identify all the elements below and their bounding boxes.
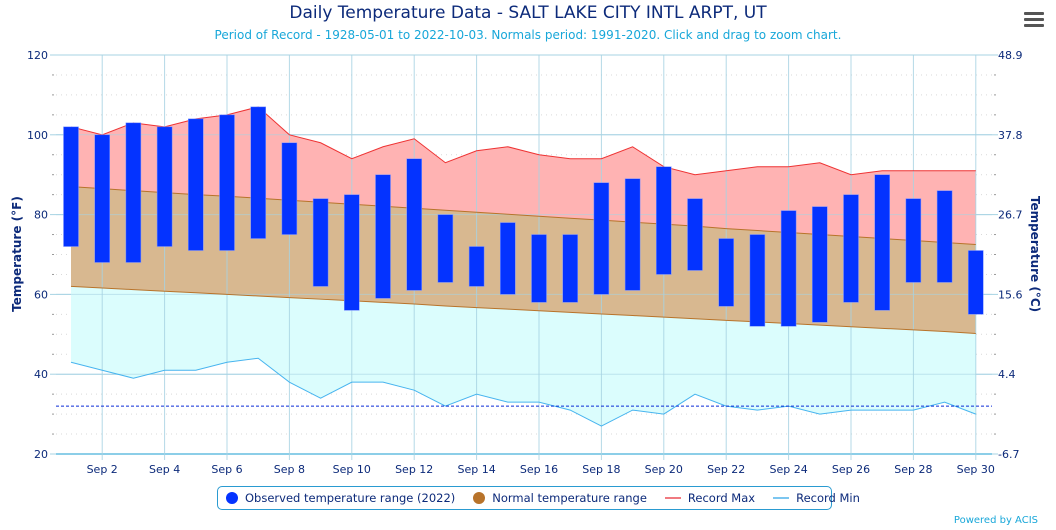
observed-bar-sep-8 xyxy=(281,142,298,235)
powered-by-credit[interactable]: Powered by ACIS xyxy=(953,515,1038,526)
observed-bar-sep-7 xyxy=(250,106,266,239)
chart-title: Daily Temperature Data - SALT LAKE CITY … xyxy=(289,3,767,23)
y-tick-label-left: 80 xyxy=(34,209,48,222)
y-tick-label-right: 15.6 xyxy=(998,288,1023,301)
observed-bar-sep-24 xyxy=(780,210,797,327)
observed-bar-sep-27 xyxy=(874,174,890,311)
x-tick-label: Sep 4 xyxy=(149,463,180,476)
legend-label: Record Max xyxy=(687,491,756,505)
y-tick-label-right: 26.7 xyxy=(998,209,1023,222)
observed-bar-sep-18 xyxy=(593,182,610,295)
y-tick-label-left: 60 xyxy=(34,288,48,301)
observed-bar-sep-22 xyxy=(718,238,734,307)
observed-bar-sep-20 xyxy=(656,166,672,275)
observed-bar-sep-13 xyxy=(437,214,454,283)
legend-label: Record Min xyxy=(796,491,860,505)
y-tick-label-left: 120 xyxy=(27,49,48,62)
observed-bar-sep-29 xyxy=(936,190,953,283)
x-tick-label: Sep 2 xyxy=(87,463,118,476)
hamburger-menu-icon[interactable] xyxy=(1024,12,1044,28)
observed-bar-sep-26 xyxy=(843,194,859,303)
y-axis-label-left: Temperature (°F) xyxy=(10,196,24,312)
x-tick-label: Sep 8 xyxy=(274,463,305,476)
observed-bar-sep-12 xyxy=(406,158,422,291)
observed-bar-sep-10 xyxy=(344,194,360,311)
observed-bar-sep-5 xyxy=(188,118,204,251)
legend-item-observed[interactable]: Observed temperature range (2022) xyxy=(226,491,455,505)
observed-dot-icon xyxy=(226,492,238,504)
x-tick-label: Sep 26 xyxy=(832,463,870,476)
x-tick-label: Sep 16 xyxy=(520,463,558,476)
record-min-line-icon xyxy=(773,497,790,499)
legend-item-record-max[interactable]: Record Max xyxy=(664,491,756,505)
observed-bar-sep-3 xyxy=(125,122,142,263)
x-tick-label: Sep 18 xyxy=(582,463,620,476)
observed-bar-sep-25 xyxy=(812,206,828,323)
observed-bar-sep-9 xyxy=(312,198,329,287)
observed-bar-sep-19 xyxy=(624,178,641,291)
y-axis-label-right: Temperature (°C) xyxy=(1028,196,1042,312)
x-tick-label: Sep 20 xyxy=(645,463,683,476)
axes: 20 40 60 80 100 120 -6.7 4.4 15.6 26.7 37.8 48.9 Sep… xyxy=(27,49,1023,476)
observed-bar-sep-11 xyxy=(375,174,391,299)
observed-bar-sep-4 xyxy=(156,126,173,247)
x-tick-label: Sep 10 xyxy=(333,463,371,476)
normal-range-area xyxy=(71,186,976,334)
legend-label: Observed temperature range (2022) xyxy=(245,491,456,505)
chart-subtitle: Period of Record - 1928-05-01 to 2022-10… xyxy=(214,28,842,42)
areas xyxy=(56,54,992,460)
temperature-chart[interactable]: 20 40 60 80 100 120 -6.7 4.4 15.6 26.7 37.8 48.9 Sep… xyxy=(0,0,1056,480)
x-tick-label: Sep 22 xyxy=(707,463,745,476)
x-tick-label: Sep 14 xyxy=(457,463,495,476)
observed-bar-sep-2 xyxy=(94,134,110,263)
observed-bar-sep-15 xyxy=(500,222,516,295)
normal-dot-icon xyxy=(473,492,486,504)
observed-bar-sep-30 xyxy=(968,250,984,315)
record-min-area xyxy=(71,286,976,427)
y-tick-label-left: 100 xyxy=(27,129,48,142)
x-tick-label: Sep 6 xyxy=(211,463,242,476)
y-tick-label-right: 37.8 xyxy=(998,129,1023,142)
legend-item-normal[interactable]: Normal temperature range xyxy=(473,491,647,505)
observed-bar-sep-23 xyxy=(749,234,766,327)
observed-bar-sep-6 xyxy=(219,114,235,251)
observed-bar-sep-17 xyxy=(562,234,578,303)
x-tick-label: Sep 30 xyxy=(957,463,995,476)
observed-bar-sep-1 xyxy=(63,126,79,247)
observed-bars xyxy=(63,106,984,327)
record-max-area xyxy=(71,106,976,245)
observed-bar-sep-28 xyxy=(905,198,922,283)
legend: Observed temperature range (2022) Normal… xyxy=(217,486,860,510)
y-tick-label-right: 48.9 xyxy=(998,49,1023,62)
observed-bar-sep-14 xyxy=(468,246,485,287)
normal-low-line xyxy=(70,285,976,335)
x-tick-label: Sep 28 xyxy=(894,463,932,476)
record-min-line xyxy=(70,357,976,427)
y-tick-label-right: 4.4 xyxy=(998,368,1016,381)
y-tick-label-left: 20 xyxy=(34,448,48,461)
legend-item-record-min[interactable]: Record Min xyxy=(773,491,860,505)
y-tick-label-right: -6.7 xyxy=(998,448,1019,461)
x-tick-label: Sep 12 xyxy=(395,463,433,476)
x-tick-label: Sep 24 xyxy=(769,463,807,476)
observed-bar-sep-21 xyxy=(687,198,703,271)
record-max-line-icon xyxy=(664,497,681,499)
observed-bar-sep-16 xyxy=(531,234,547,303)
y-tick-label-left: 40 xyxy=(34,368,48,381)
legend-label: Normal temperature range xyxy=(492,491,647,505)
